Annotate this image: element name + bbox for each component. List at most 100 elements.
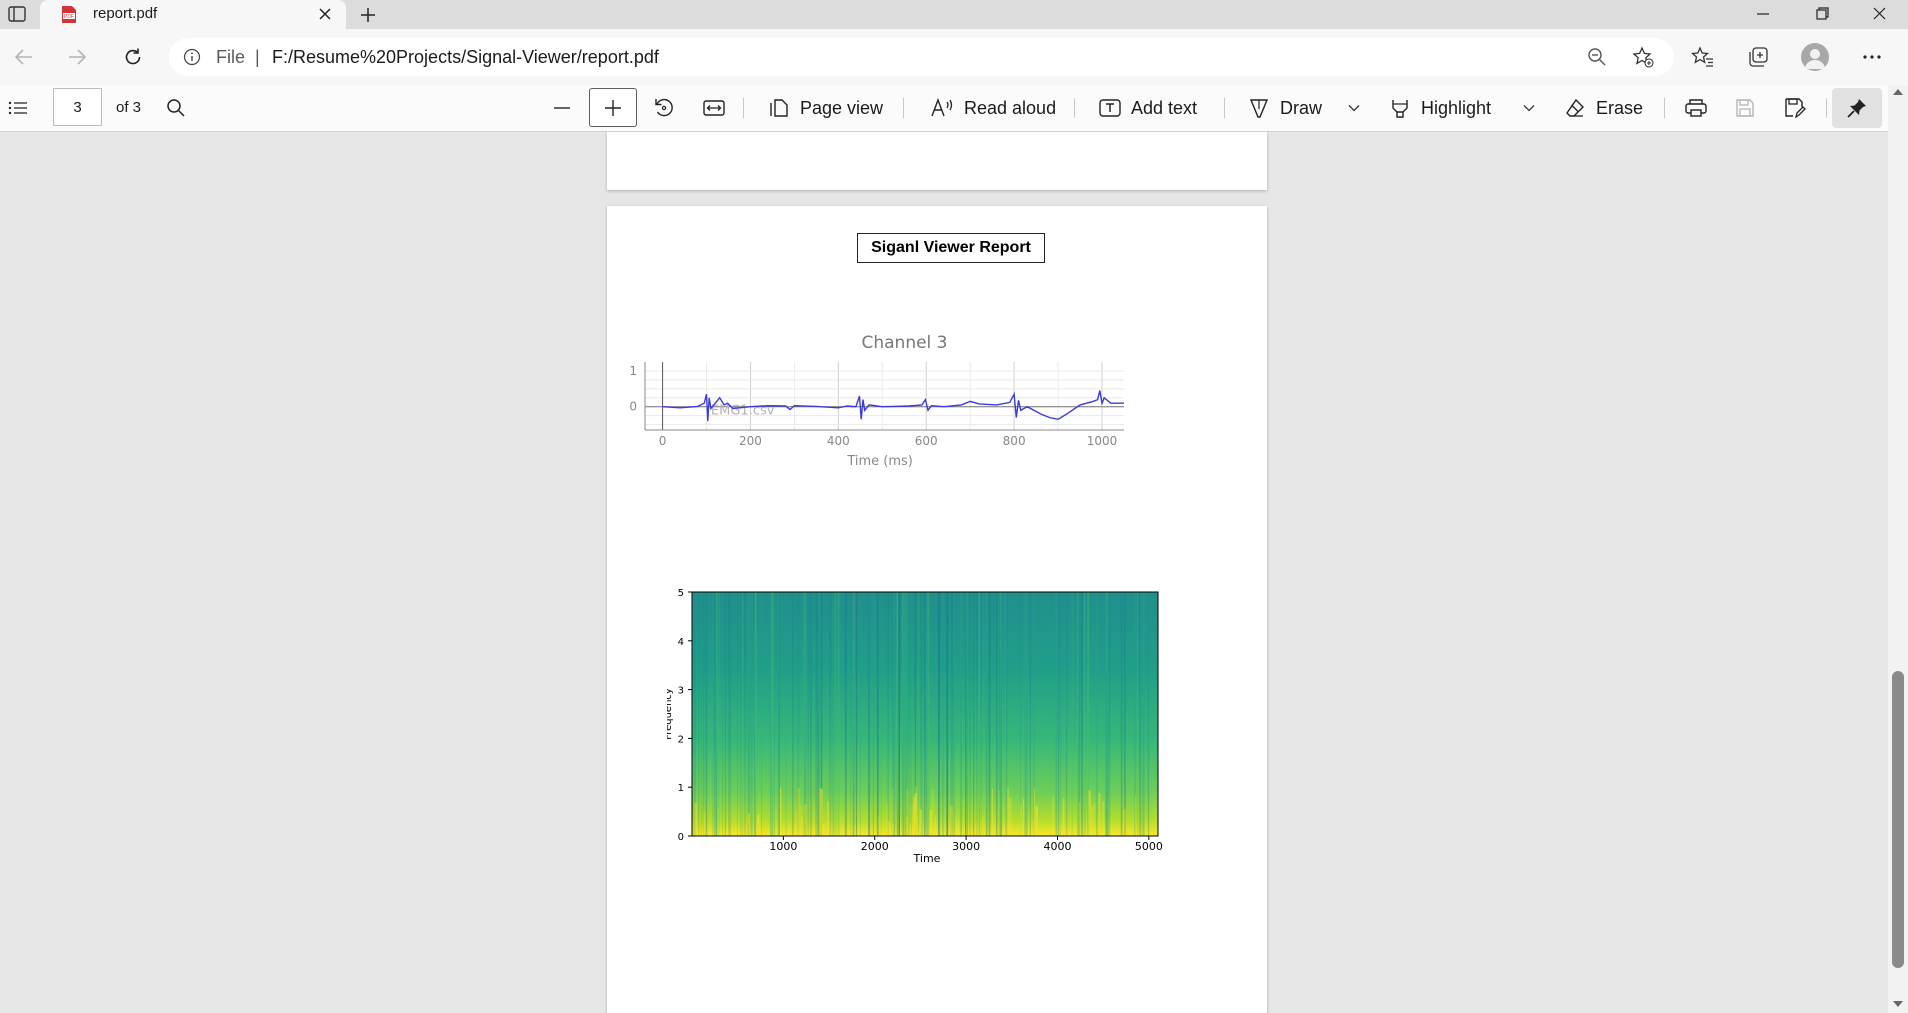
spectrogram-streak: [1060, 592, 1062, 836]
spectrogram-streak: [778, 592, 780, 836]
spectrogram-streak: [999, 592, 1000, 836]
refresh-button[interactable]: [118, 43, 148, 71]
close-window-button[interactable]: [1856, 0, 1902, 27]
spectrogram-low-freq-band: [914, 793, 917, 836]
zoom-out-indicator[interactable]: [1586, 46, 1608, 68]
scroll-up-arrow[interactable]: [1893, 89, 1903, 95]
spectrogram-streak: [724, 592, 726, 836]
spectrogram-streak: [804, 592, 807, 836]
address-bar[interactable]: File | F:/Resume%20Projects/Signal-Viewe…: [169, 38, 1674, 76]
spectrogram-low-freq-band: [931, 789, 935, 836]
zoom-out-button[interactable]: [548, 94, 576, 122]
scroll-down-arrow[interactable]: [1893, 1001, 1903, 1007]
settings-more-button[interactable]: [1858, 43, 1886, 71]
spectrogram-low-freq-band: [1051, 796, 1055, 836]
page-number-input[interactable]: 3: [53, 88, 102, 126]
draw-options-dropdown[interactable]: [1340, 94, 1368, 122]
search-icon: [167, 99, 185, 117]
vertical-scrollbar[interactable]: [1888, 85, 1908, 1013]
highlight-options-dropdown[interactable]: [1515, 94, 1543, 122]
spectrogram-streak: [969, 592, 971, 836]
spectrogram-streak: [907, 592, 909, 836]
page-view-button[interactable]: Page view: [768, 91, 883, 125]
profile-button[interactable]: [1801, 43, 1829, 71]
spectrogram-streak: [905, 592, 908, 836]
spectrogram-streak: [1134, 592, 1136, 836]
spectrogram-streak: [716, 592, 718, 836]
tab-actions-button[interactable]: [4, 2, 30, 26]
spectrogram-streak: [872, 592, 874, 836]
toolbar-divider: [1664, 98, 1665, 118]
add-favorite-button[interactable]: [1632, 46, 1654, 68]
save-as-button[interactable]: [1781, 94, 1809, 122]
spectrogram-streak: [960, 592, 962, 836]
spectrogram-low-freq-band: [886, 804, 888, 836]
pdf-viewer[interactable]: Siganl Viewer Report Channel 3 EMG1.csv 0 2…: [0, 132, 1888, 1013]
find-button[interactable]: [162, 94, 190, 122]
minimize-button[interactable]: [1740, 0, 1786, 27]
add-text-button[interactable]: Add text: [1099, 91, 1197, 125]
favorites-button[interactable]: [1689, 43, 1717, 71]
channel-chart: Channel 3 EMG1.csv 0 200 400 600 800 1000 0 1 Time…: [629, 333, 1124, 469]
spectrogram-streak: [910, 592, 912, 836]
forward-arrow-icon: [69, 49, 87, 65]
spectrogram-streak: [750, 592, 753, 836]
pin-toolbar-button[interactable]: [1832, 88, 1882, 128]
spectrogram-streak: [852, 592, 855, 836]
profile-icon: [1805, 49, 1825, 69]
tab-close-button[interactable]: [316, 5, 334, 23]
spectrogram-streak: [951, 592, 953, 836]
collections-button[interactable]: [1744, 43, 1772, 71]
spectrogram-streak: [785, 592, 787, 836]
x-tick-label: 1000: [769, 840, 797, 853]
spectrogram-streak: [769, 592, 771, 836]
print-button[interactable]: [1682, 94, 1710, 122]
spectrogram-streak: [1020, 592, 1021, 836]
spectrogram-low-freq-band: [911, 804, 915, 836]
spectrogram-streak: [1106, 592, 1108, 836]
spectrogram-streak: [904, 592, 907, 836]
draw-button[interactable]: Draw: [1248, 91, 1322, 125]
spectrogram-streak: [1148, 592, 1149, 836]
spectrogram-streak: [1108, 592, 1111, 836]
spectrogram-streak: [855, 592, 858, 836]
forward-button[interactable]: [62, 43, 92, 71]
rotate-button[interactable]: [650, 94, 678, 122]
spectrogram-low-freq-band: [998, 791, 1000, 836]
spectrogram-low-freq-band: [827, 801, 830, 836]
address-url[interactable]: F:/Resume%20Projects/Signal-Viewer/repor…: [272, 47, 659, 67]
spectrogram-low-freq-band: [828, 821, 830, 836]
spectrogram-low-freq-band: [905, 816, 908, 836]
spectrogram-streak: [982, 592, 984, 836]
new-tab-button[interactable]: [356, 3, 380, 27]
previous-page: [607, 132, 1267, 190]
minus-icon: [554, 107, 570, 109]
restore-button[interactable]: [1799, 0, 1845, 27]
spectrogram-chart: 1000 2000 3000 4000 5000 0 1 2 3 4 5 Time Frequency: [667, 588, 1163, 865]
spectrogram-low-freq-band: [820, 788, 823, 836]
tab-report-pdf[interactable]: PDF report.pdf: [40, 0, 346, 29]
read-aloud-button[interactable]: Read aloud: [930, 91, 1056, 125]
info-icon[interactable]: [183, 48, 201, 66]
scrollbar-thumb[interactable]: [1892, 671, 1904, 968]
spectrogram-low-freq-band: [1146, 818, 1148, 836]
erase-button[interactable]: Erase: [1564, 91, 1643, 125]
spectrogram-low-freq-band: [980, 820, 982, 836]
spectrogram-streak: [770, 592, 772, 836]
spectrogram-streak: [904, 592, 907, 836]
spectrogram-low-freq-band: [1091, 805, 1094, 836]
fit-width-button[interactable]: [700, 94, 728, 122]
contents-button[interactable]: [4, 94, 32, 122]
site-scheme-label[interactable]: File: [216, 47, 246, 67]
y-tick-label: 4: [678, 637, 684, 648]
zoom-in-button[interactable]: [589, 88, 637, 127]
spectrogram-streak: [942, 592, 944, 836]
spectrogram-low-freq-band: [757, 814, 760, 836]
spectrogram-streak: [714, 592, 716, 836]
spectrogram-streak: [741, 592, 744, 836]
add-favorite-icon: [1632, 46, 1654, 68]
back-button[interactable]: [9, 43, 39, 71]
spectrogram-streak: [946, 592, 948, 836]
save-button[interactable]: [1731, 94, 1759, 122]
highlight-button[interactable]: Highlight: [1389, 91, 1491, 125]
